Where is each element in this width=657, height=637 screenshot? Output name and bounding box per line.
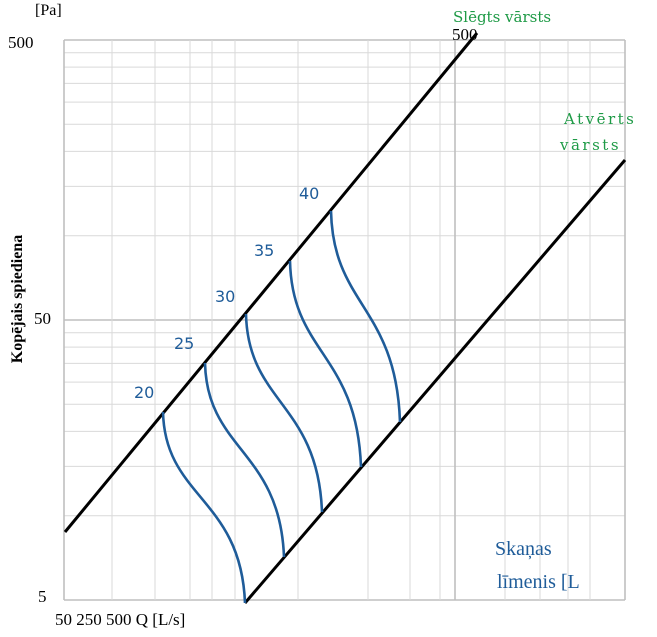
sound-curve-35 [288, 260, 363, 468]
sound-curve-40 [329, 210, 402, 423]
y-tick-5: 5 [38, 587, 47, 606]
closed-valve-label: Slēgts vārsts [453, 8, 552, 26]
curve-label-25: 25 [174, 334, 195, 353]
x-axis-label: 50 250 500 Q [L/s] [55, 610, 186, 629]
y-axis-title: Kopējais spiediena [9, 234, 26, 364]
closed-valve-line [63, 32, 479, 533]
sound-level-label-line2: līmenis [L [497, 571, 580, 593]
sound-curve-25 [203, 362, 286, 558]
top-right-tick-500: 500 [452, 25, 478, 44]
curve-label-40: 40 [299, 184, 320, 203]
y-unit-label: [Pa] [35, 2, 62, 19]
curve-label-20: 20 [134, 383, 155, 402]
open-valve-label-line1: Atvērts [564, 110, 637, 128]
curve-label-30: 30 [215, 287, 236, 306]
y-tick-50: 50 [34, 309, 51, 328]
open-valve-line [243, 159, 627, 604]
sound-level-label-line1: Skaņas [495, 538, 552, 560]
sound-curve-20 [161, 411, 247, 604]
curve-label-35: 35 [254, 241, 275, 260]
open-valve-label-line2: vārsts [560, 136, 622, 154]
y-tick-500: 500 [8, 33, 34, 52]
sound-curve-30 [244, 313, 324, 513]
